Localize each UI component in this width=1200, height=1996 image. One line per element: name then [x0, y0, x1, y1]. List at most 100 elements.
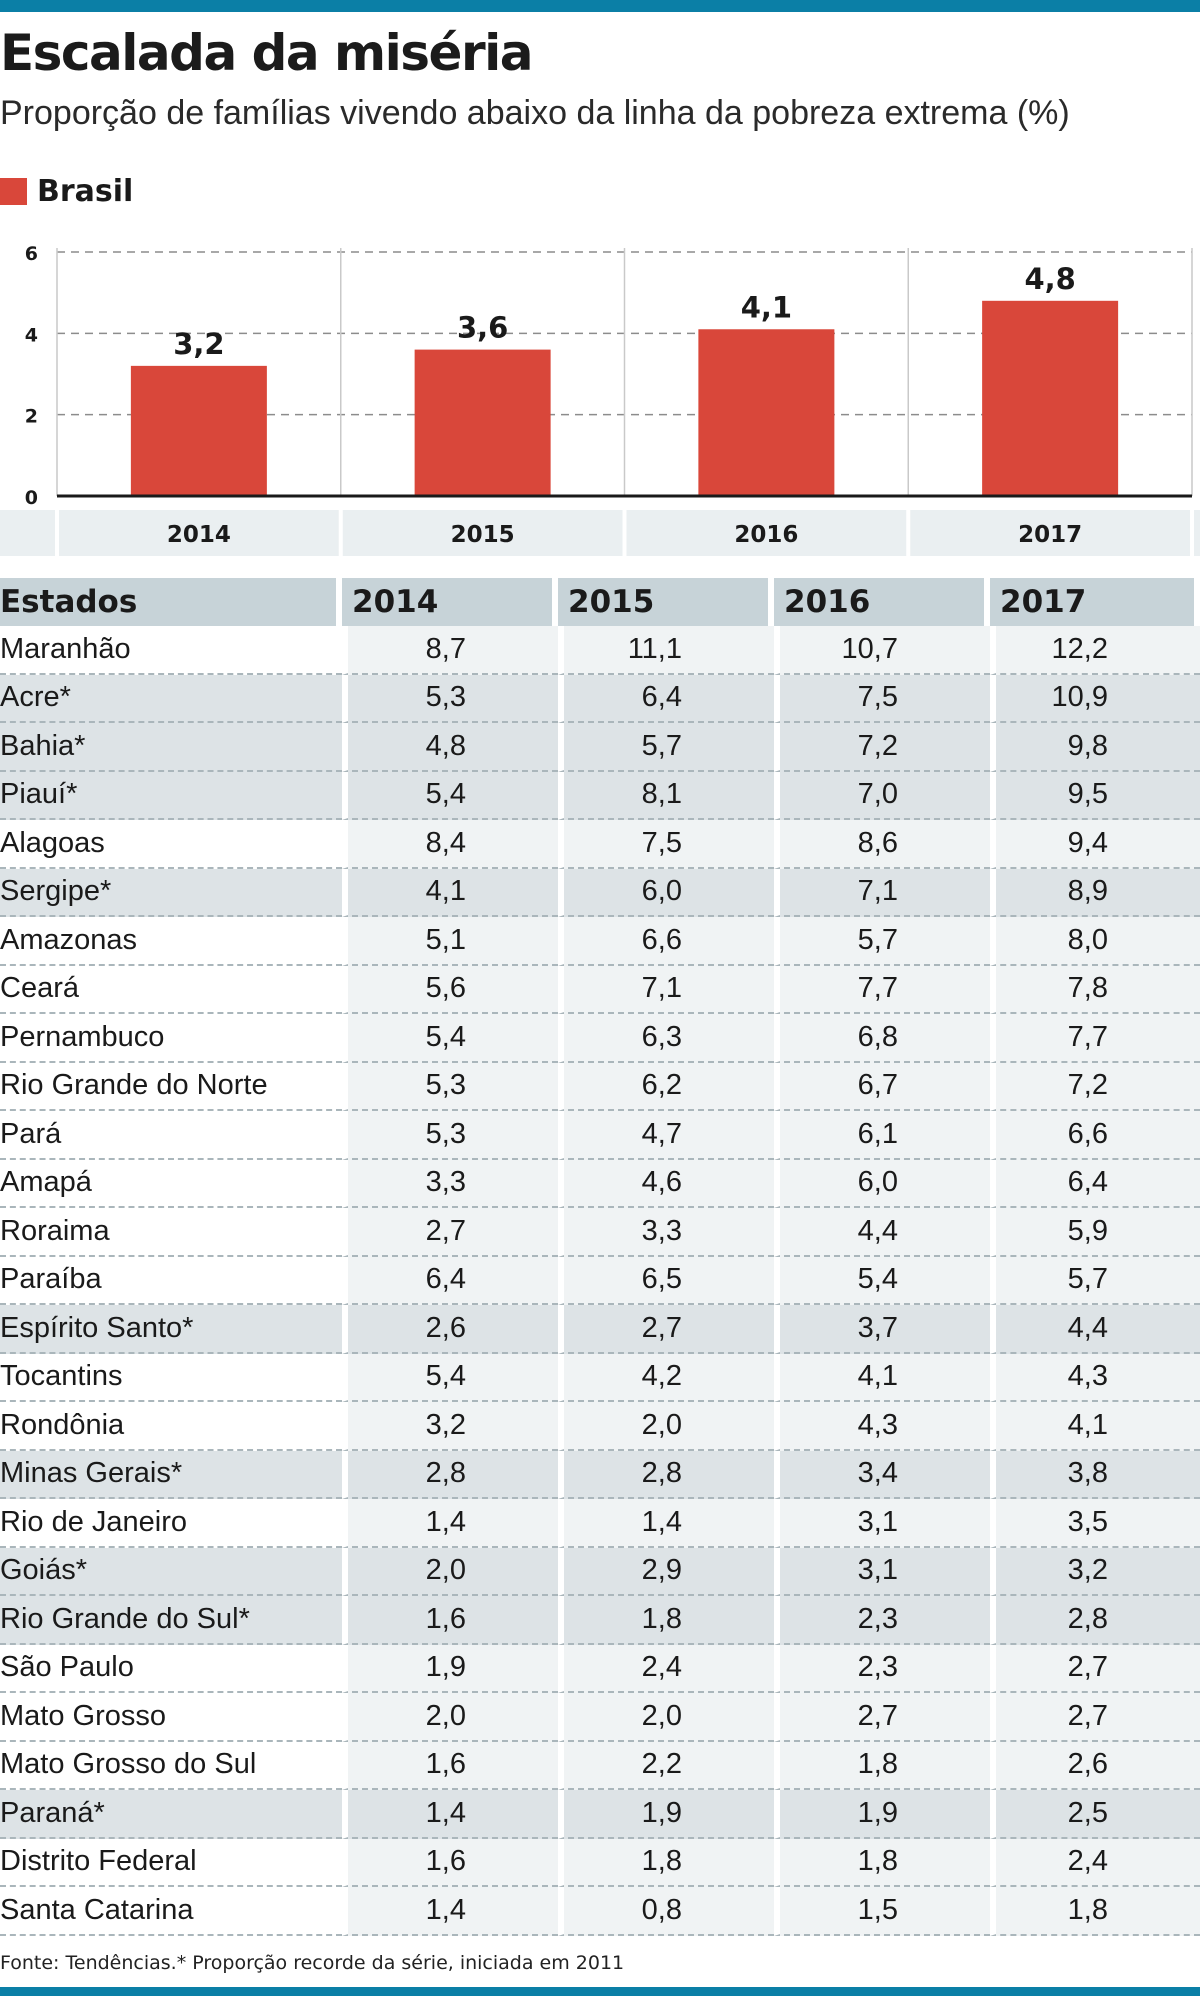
table-cell-2017: 4,1	[990, 1402, 1200, 1451]
table-cell-2016: 5,7	[774, 917, 990, 966]
table-cell-2017: 7,7	[990, 1014, 1200, 1063]
table-cell-2017: 6,6	[990, 1111, 1200, 1160]
table-cell-2015: 6,3	[558, 1014, 774, 1063]
table-cell-2015: 4,7	[558, 1111, 774, 1160]
table-cell-2015: 6,6	[558, 917, 774, 966]
table-cell-2016: 7,5	[774, 674, 990, 723]
table-cell-2014: 8,4	[342, 820, 558, 869]
table-cell-2014: 2,8	[342, 1450, 558, 1499]
table-cell-2014: 8,7	[342, 626, 558, 675]
table-cell-2016: 8,6	[774, 820, 990, 869]
table-cell-2015: 0,8	[558, 1887, 774, 1936]
legend-swatch	[0, 177, 27, 205]
table-cell-2017: 5,9	[990, 1208, 1200, 1257]
table-cell-2017: 4,3	[990, 1353, 1200, 1402]
table-cell-2014: 2,6	[342, 1305, 558, 1354]
table-cell-2015: 5,7	[558, 723, 774, 772]
table-cell-2017: 2,7	[990, 1693, 1200, 1742]
state-name: Goiás*	[0, 1547, 342, 1596]
table-cell-2016: 3,1	[774, 1499, 990, 1548]
table-cell-2014: 5,4	[342, 771, 558, 820]
table-cell-2016: 1,5	[774, 1887, 990, 1936]
table-cell-2016: 3,7	[774, 1305, 990, 1354]
legend-label: Brasil	[37, 173, 134, 209]
table-cell-2015: 6,0	[558, 868, 774, 917]
table-cell-2016: 1,9	[774, 1790, 990, 1839]
table-cell-2014: 2,0	[342, 1547, 558, 1596]
table-cell-2016: 4,1	[774, 1353, 990, 1402]
x-tick-label-2014: 2014	[167, 522, 231, 548]
state-name: Rio de Janeiro	[0, 1499, 342, 1548]
table-cell-2015: 6,4	[558, 674, 774, 723]
state-name: Maranhão	[0, 626, 342, 675]
bar-2014	[130, 365, 267, 496]
table-cell-2015: 2,4	[558, 1644, 774, 1693]
y-tick-label: 2	[25, 406, 38, 428]
table-cell-2017: 5,7	[990, 1256, 1200, 1305]
table-cell-2016: 1,8	[774, 1838, 990, 1887]
state-name: Mato Grosso do Sul	[0, 1741, 342, 1790]
table-cell-2015: 2,8	[558, 1450, 774, 1499]
table-cell-2016: 6,1	[774, 1111, 990, 1160]
table-cell-2015: 3,3	[558, 1208, 774, 1257]
page-subtitle: Proporção de famílias vivendo abaixo da …	[0, 94, 1070, 132]
table-cell-2017: 3,2	[990, 1547, 1200, 1596]
state-name: Pará	[0, 1111, 342, 1160]
table-cell-2014: 2,0	[342, 1693, 558, 1742]
table-cell-2014: 5,6	[342, 965, 558, 1014]
table-cell-2015: 2,2	[558, 1741, 774, 1790]
state-name: Mato Grosso	[0, 1693, 342, 1742]
table-cell-2014: 5,4	[342, 1014, 558, 1063]
state-name: Rio Grande do Norte	[0, 1062, 342, 1111]
column-header-2015: 2015	[558, 578, 774, 626]
states-table: Estados 2014 2015 2016 2017 Maranhão 8,7 11,1 10…	[0, 578, 1200, 1936]
bottom-accent-bar	[0, 1987, 1200, 1996]
table-cell-2014: 4,1	[342, 868, 558, 917]
table-cell-2016: 6,0	[774, 1159, 990, 1208]
bar-2017	[982, 300, 1119, 496]
x-tick-label-2015: 2015	[451, 522, 515, 548]
table-cell-2015: 7,1	[558, 965, 774, 1014]
table-cell-2016: 7,7	[774, 965, 990, 1014]
table-cell-2016: 3,4	[774, 1450, 990, 1499]
bar-value-label: 4,1	[741, 290, 792, 324]
table-cell-2017: 2,8	[990, 1596, 1200, 1645]
state-name: Paraíba	[0, 1256, 342, 1305]
state-name: Distrito Federal	[0, 1838, 342, 1887]
table-cell-2017: 6,4	[990, 1159, 1200, 1208]
table-cell-2016: 1,8	[774, 1741, 990, 1790]
table-cell-2016: 4,3	[774, 1402, 990, 1451]
table-cell-2015: 7,5	[558, 820, 774, 869]
state-name: Amapá	[0, 1159, 342, 1208]
state-name: Espírito Santo*	[0, 1305, 342, 1354]
state-name: Rondônia	[0, 1402, 342, 1451]
table-cell-2014: 5,3	[342, 1111, 558, 1160]
y-tick-label: 6	[25, 243, 38, 265]
table-cell-2014: 3,2	[342, 1402, 558, 1451]
table-cell-2014: 6,4	[342, 1256, 558, 1305]
y-tick-label: 4	[25, 324, 38, 346]
state-name: São Paulo	[0, 1644, 342, 1693]
table-cell-2017: 8,0	[990, 917, 1200, 966]
table-cell-2015: 11,1	[558, 626, 774, 675]
bar-value-label: 4,8	[1024, 262, 1075, 296]
source-note: Fonte: Tendências.* Proporção recorde da…	[0, 1952, 625, 1974]
table-cell-2014: 5,3	[342, 1062, 558, 1111]
page-title: Escalada da miséria	[0, 24, 534, 82]
table-cell-2014: 1,4	[342, 1887, 558, 1936]
state-name: Amazonas	[0, 917, 342, 966]
table-cell-2017: 7,2	[990, 1062, 1200, 1111]
table-cell-2016: 5,4	[774, 1256, 990, 1305]
table-cell-2017: 2,6	[990, 1741, 1200, 1790]
table-cell-2015: 2,0	[558, 1402, 774, 1451]
column-header-2014: 2014	[342, 578, 558, 626]
table-cell-2017: 2,5	[990, 1790, 1200, 1839]
bar-value-label: 3,6	[457, 311, 508, 345]
state-name: Roraima	[0, 1208, 342, 1257]
table-cell-2016: 2,7	[774, 1693, 990, 1742]
table-cell-2014: 2,7	[342, 1208, 558, 1257]
state-name: Paraná*	[0, 1790, 342, 1839]
state-name: Sergipe*	[0, 868, 342, 917]
y-tick-label: 0	[25, 487, 38, 509]
table-cell-2016: 2,3	[774, 1596, 990, 1645]
